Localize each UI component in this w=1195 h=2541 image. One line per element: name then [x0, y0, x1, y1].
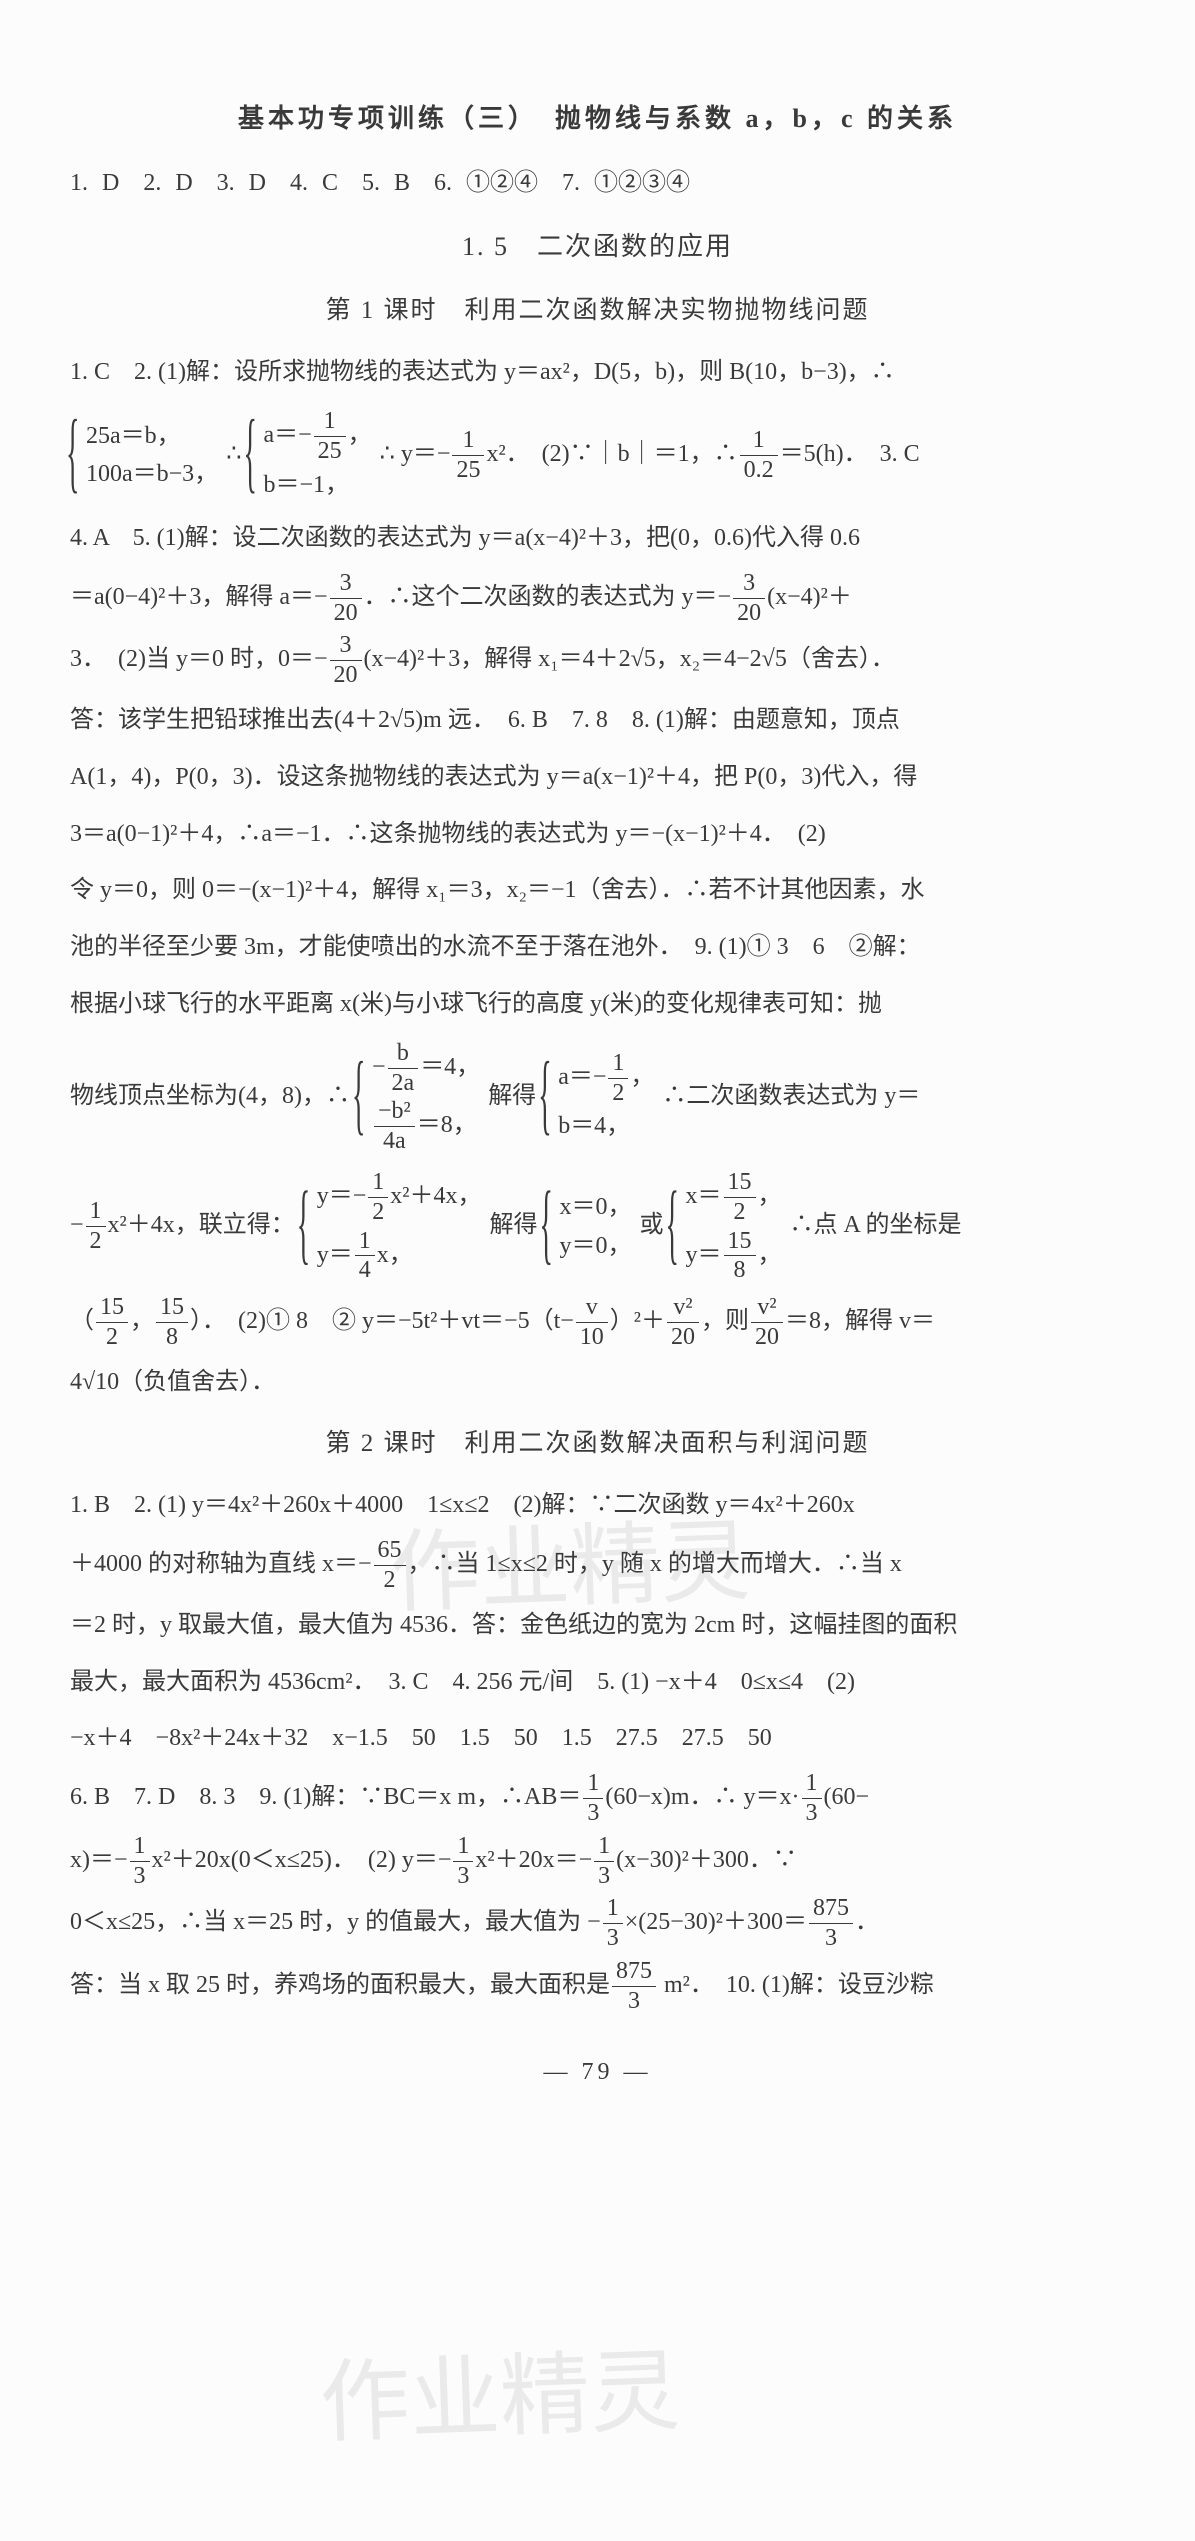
section1-answers: 1. D 2. D 3. D 4. C 5. B 6. ①②④ 7. ①②③④	[70, 157, 1125, 210]
brace4: a＝−12， b＝4，	[544, 1049, 654, 1146]
l1-p3: ＝a(0−4)²＋3，解得 a＝−320．∴这个二次函数的表达式为 y＝−320…	[70, 569, 1125, 628]
l1-p2: 4. A 5. (1)解：设二次函数的表达式为 y＝a(x−4)²＋3，把(0，…	[70, 512, 1125, 565]
brace5: y＝−12x²＋4x， y＝14x，	[303, 1168, 482, 1285]
l2-p2: ＋4000 的对称轴为直线 x＝−652，∴当 1≤x≤2 时，y 随 x 的增…	[70, 1536, 1125, 1595]
l1-p1a: 1. C 2. (1)解：设所求抛物线的表达式为 y＝ax²，D(5，b)，则 …	[70, 346, 1125, 399]
l1-p13: （152，158）． (2)① 8 ② y＝−5t²＋vt＝−5（t−v10）²…	[70, 1293, 1125, 1352]
brace1: 25a＝b， 100a＝b−3，	[72, 417, 218, 494]
l1-p10: 根据小球飞行的水平距离 x(米)与小球飞行的高度 y(米)的变化规律表可知：抛	[70, 978, 1125, 1031]
lesson2-title: 第 2 课时 利用二次函数解决面积与利润问题	[70, 1416, 1125, 1471]
brace7: x＝152， y＝158，	[672, 1168, 782, 1285]
l1-p5: 答：该学生把铅球推出去(4＋2√5)m 远． 6. B 7. 8 8. (1)解…	[70, 694, 1125, 747]
l2-p9: 答：当 x 取 25 时，养鸡场的面积最大，最大面积是8753 m²． 10. …	[70, 1957, 1125, 2016]
page-wrap: 作业精灵 作业精灵 基本功专项训练（三） 抛物线与系数 a，b，c 的关系 1.…	[70, 90, 1125, 2098]
l2-p6: 6. B 7. D 8. 3 9. (1)解：∵BC＝x m，∴AB＝13(60…	[70, 1769, 1125, 1828]
l2-p5: −x＋4 −8x²＋24x＋32 x−1.5 50 1.5 50 1.5 27.…	[70, 1712, 1125, 1765]
section2-title: 1. 5 二次函数的应用	[70, 218, 1125, 275]
l1-brace-row: 25a＝b， 100a＝b−3， ∴ a＝−125， b＝−1， ∴ y＝−12…	[70, 403, 1125, 508]
l1-p6: A(1，4)，P(0，3)．设这条抛物线的表达式为 y＝a(x−1)²＋4，把 …	[70, 751, 1125, 804]
l2-p7: x)＝−13x²＋20x(0＜x≤25)． (2) y＝−13x²＋20x＝−1…	[70, 1832, 1125, 1891]
l2-p1: 1. B 2. (1) y＝4x²＋260x＋4000 1≤x≤2 (2)解：∵…	[70, 1479, 1125, 1532]
brace2: a＝−125， b＝−1，	[249, 407, 371, 504]
l1-p4: 3． (2)当 y＝0 时，0＝−320(x−4)²＋3，解得 x₁＝4＋2√5…	[70, 631, 1125, 690]
l1-p8: 令 y＝0，则 0＝−(x−1)²＋4，解得 x₁＝3，x₂＝−1（舍去）．∴若…	[70, 864, 1125, 917]
l2-p8: 0＜x≤25，∴当 x＝25 时，y 的值最大，最大值为 −13×(25−30)…	[70, 1894, 1125, 1953]
brace6: x＝0， y＝0，	[546, 1188, 632, 1265]
l1-p7: 3＝a(0−1)²＋4，∴a＝−1．∴这条抛物线的表达式为 y＝−(x−1)²＋…	[70, 808, 1125, 861]
l1-p11: 物线顶点坐标为(4，8)，∴ −b2a＝4， −b²4a＝8， 解得 a＝−12…	[70, 1035, 1125, 1160]
l1-p9: 池的半径至少要 3m，才能使喷出的水流不至于落在池外． 9. (1)① 3 6 …	[70, 921, 1125, 974]
content: 基本功专项训练（三） 抛物线与系数 a，b，c 的关系 1. D 2. D 3.…	[70, 90, 1125, 2098]
brace3: −b2a＝4， −b²4a＝8，	[358, 1039, 480, 1156]
l1-p12: −12x²＋4x，联立得： y＝−12x²＋4x， y＝14x， 解得 x＝0，…	[70, 1164, 1125, 1289]
section1-title: 基本功专项训练（三） 抛物线与系数 a，b，c 的关系	[70, 90, 1125, 147]
l2-p4: 最大，最大面积为 4536cm²． 3. C 4. 256 元/间 5. (1)…	[70, 1656, 1125, 1709]
page-number: — 79 —	[70, 2046, 1125, 2099]
l2-p3: ＝2 时，y 取最大值，最大值为 4536．答：金色纸边的宽为 2cm 时，这幅…	[70, 1599, 1125, 1652]
l1-p14: 4√10（负值舍去）．	[70, 1356, 1125, 1409]
lesson1-title: 第 1 课时 利用二次函数解决实物抛物线问题	[70, 283, 1125, 338]
watermark-2: 作业精灵	[317, 2294, 684, 2504]
